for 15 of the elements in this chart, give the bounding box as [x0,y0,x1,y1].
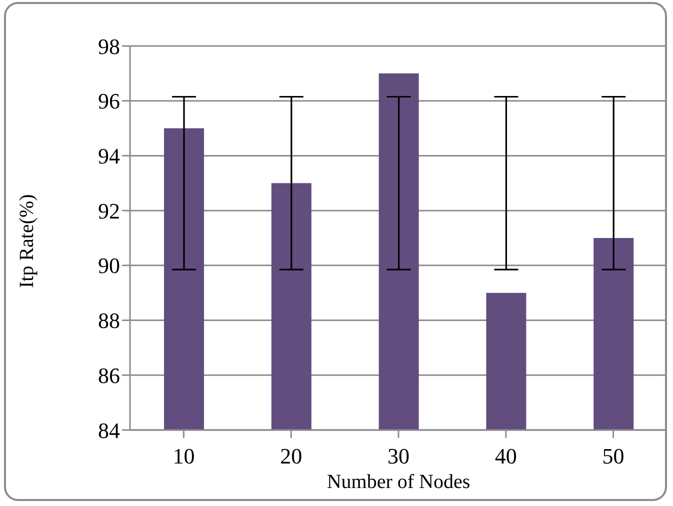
x-axis-title: Number of Nodes [326,471,470,493]
y-tick-label: 90 [98,253,120,278]
x-tick-label: 50 [602,444,624,469]
y-tick-label: 94 [98,144,120,169]
y-axis-title: Itp Rate(%) [16,194,38,288]
x-tick-label: 30 [388,444,410,469]
y-tick-label: 96 [98,88,120,114]
y-tick-label: 88 [98,308,120,334]
y-tick-label: 92 [98,198,120,224]
x-tick-label: 20 [280,444,302,469]
x-tick-label: 40 [494,444,517,469]
x-tick-label: 10 [172,444,195,469]
y-tick-label: 86 [98,362,120,388]
y-tick-label: 84 [98,418,120,443]
y-tick-label: 98 [98,34,120,59]
